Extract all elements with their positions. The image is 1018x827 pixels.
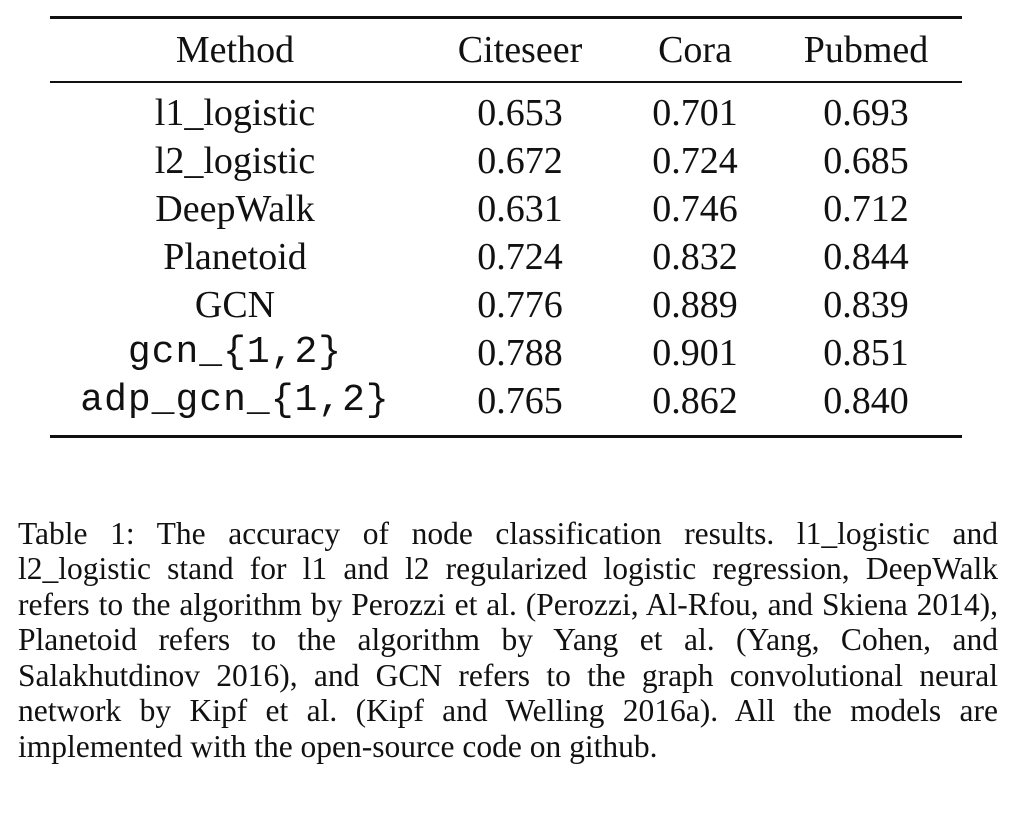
pubmed-cell: 0.685 bbox=[823, 140, 909, 182]
table-top-rule bbox=[50, 16, 962, 19]
table-row: l2_logistic 0.672 0.724 0.685 bbox=[50, 137, 962, 185]
citeseer-cell: 0.631 bbox=[477, 188, 563, 230]
citeseer-cell: 0.672 bbox=[477, 140, 563, 182]
table-caption: Table 1: The accuracy of node classifica… bbox=[18, 516, 998, 765]
header-citeseer: Citeseer bbox=[457, 29, 583, 71]
caption-text: The accuracy of node classification resu… bbox=[18, 515, 998, 765]
table-row: Planetoid 0.724 0.832 0.844 bbox=[50, 233, 962, 281]
table-bottom-rule bbox=[50, 435, 962, 438]
citeseer-cell: 0.776 bbox=[477, 284, 563, 326]
citeseer-cell: 0.765 bbox=[477, 380, 563, 422]
pubmed-cell: 0.840 bbox=[823, 380, 909, 422]
table-row: adp_gcn_{1,2} 0.765 0.862 0.840 bbox=[50, 377, 962, 425]
header-pubmed: Pubmed bbox=[803, 29, 929, 71]
cora-cell: 0.701 bbox=[652, 92, 738, 134]
cora-cell: 0.746 bbox=[652, 188, 738, 230]
method-cell: GCN bbox=[194, 284, 276, 326]
header-cora: Cora bbox=[658, 29, 732, 71]
citeseer-cell: 0.724 bbox=[477, 236, 563, 278]
pubmed-cell: 0.839 bbox=[823, 284, 909, 326]
table-header-rule bbox=[50, 81, 962, 83]
caption-label: Table 1: bbox=[18, 515, 135, 551]
pubmed-cell: 0.851 bbox=[823, 332, 909, 374]
table-row: l1_logistic 0.653 0.701 0.693 bbox=[50, 89, 962, 137]
table-row: GCN 0.776 0.889 0.839 bbox=[50, 281, 962, 329]
table-header-row: Method Citeseer Cora Pubmed bbox=[50, 19, 962, 81]
pubmed-cell: 0.844 bbox=[823, 236, 909, 278]
cora-cell: 0.862 bbox=[652, 380, 738, 422]
cora-cell: 0.832 bbox=[652, 236, 738, 278]
method-cell: DeepWalk bbox=[155, 188, 315, 230]
results-table-body: l1_logistic 0.653 0.701 0.693 l2_logisti… bbox=[50, 83, 962, 435]
results-table-container: Method Citeseer Cora Pubmed l1_logistic … bbox=[50, 16, 962, 438]
method-cell: l2_logistic bbox=[154, 140, 316, 182]
table-row: DeepWalk 0.631 0.746 0.712 bbox=[50, 185, 962, 233]
results-table: Method Citeseer Cora Pubmed bbox=[50, 19, 962, 81]
method-cell: l1_logistic bbox=[154, 92, 316, 134]
citeseer-cell: 0.788 bbox=[477, 332, 563, 374]
method-cell: adp_gcn_{1,2} bbox=[80, 379, 390, 422]
method-cell: Planetoid bbox=[163, 236, 307, 278]
pubmed-cell: 0.712 bbox=[823, 188, 909, 230]
table-row-best: gcn_{1,2} 0.788 0.901 0.851 bbox=[50, 329, 962, 377]
cora-cell: 0.724 bbox=[652, 140, 738, 182]
method-cell: gcn_{1,2} bbox=[127, 331, 343, 374]
citeseer-cell: 0.653 bbox=[477, 92, 563, 134]
pubmed-cell: 0.693 bbox=[823, 92, 909, 134]
header-method: Method bbox=[175, 29, 295, 71]
cora-cell: 0.901 bbox=[652, 332, 738, 374]
cora-cell: 0.889 bbox=[652, 284, 738, 326]
